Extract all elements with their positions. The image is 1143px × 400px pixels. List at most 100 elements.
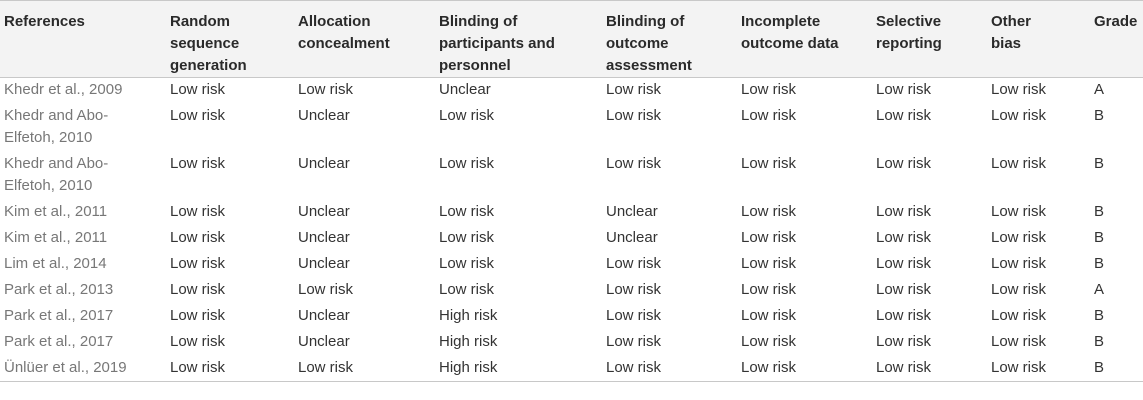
cell-incomplete-data: Low risk (741, 106, 797, 124)
table-row: Lim et al., 2014 Low risk Unclear Low risk L… (0, 252, 1143, 278)
cell-selective-reporting: Low risk (876, 358, 932, 376)
cell-reference: Khedr et al., 2009 (4, 81, 123, 98)
cell-blinding-participants: Low risk (439, 254, 495, 272)
cell-random-sequence: Low risk (170, 106, 226, 124)
cell-reference: Kim et al., 2011 (4, 202, 108, 220)
cell-random-sequence: Low risk (170, 306, 226, 324)
cell-other-bias: Low risk (991, 358, 1047, 376)
cell-grade: B (1094, 202, 1105, 220)
table-row: Kim et al., 2011 Low risk Unclear Low risk U… (0, 226, 1143, 252)
cell-incomplete-data: Low risk (741, 254, 797, 272)
cell-random-sequence: Low risk (170, 254, 226, 272)
cell-reference: Kim et al., 2011 (4, 228, 108, 246)
cell-selective-reporting: Low risk (876, 280, 932, 298)
table-row: Ünlüer et al., 2019 Low risk Low risk High … (0, 356, 1143, 382)
cell-reference: Park et al., 2017 (4, 306, 114, 324)
cell-other-bias: Low risk (991, 154, 1047, 172)
cell-blinding-participants: High risk (439, 358, 498, 376)
cell-incomplete-data: Low risk (741, 202, 797, 220)
cell-allocation: Unclear (298, 228, 350, 246)
cell-allocation: Unclear (298, 106, 350, 124)
cell-other-bias: Low risk (991, 306, 1047, 324)
cell-other-bias: Low risk (991, 332, 1047, 350)
cell-selective-reporting: Low risk (876, 332, 932, 350)
header-row: References Random sequence generation Al… (0, 0, 1143, 78)
cell-random-sequence: Low risk (170, 228, 226, 246)
cell-grade: B (1094, 306, 1105, 324)
cell-random-sequence: Low risk (170, 280, 226, 298)
cell-blinding-participants: Unclear (439, 81, 491, 98)
cell-allocation: Unclear (298, 306, 350, 324)
cell-selective-reporting: Low risk (876, 202, 932, 220)
cell-blinding-participants: Low risk (439, 228, 495, 246)
cell-reference: Ünlüer et al., 2019 (4, 358, 127, 376)
table-row: Park et al., 2013 Low risk Low risk Low ris… (0, 278, 1143, 304)
cell-grade: B (1094, 358, 1105, 376)
header-other-bias: Other bias (991, 13, 1032, 52)
header-references: References (4, 13, 85, 30)
cell-reference: Lim et al., 2014 (4, 254, 107, 272)
cell-allocation: Unclear (298, 332, 350, 350)
cell-blinding-outcome: Low risk (606, 358, 662, 376)
cell-incomplete-data: Low risk (741, 332, 797, 350)
cell-selective-reporting: Low risk (876, 254, 932, 272)
cell-random-sequence: Low risk (170, 332, 226, 350)
cell-allocation: Unclear (298, 254, 350, 272)
cell-incomplete-data: Low risk (741, 280, 797, 298)
table-row: Khedr and Abo-Elfetoh, 2010 Low risk Uncle… (0, 152, 1143, 200)
header-allocation: Allocation concealment (298, 13, 390, 52)
cell-grade: B (1094, 332, 1105, 350)
cell-blinding-participants: High risk (439, 306, 498, 324)
table-row: Khedr and Abo-Elfetoh, 2010 Low risk Uncle… (0, 104, 1143, 152)
header-blinding-participants: Blinding of participants and personnel (439, 13, 555, 74)
cell-selective-reporting: Low risk (876, 81, 932, 98)
cell-blinding-outcome: Unclear (606, 228, 658, 246)
cell-grade: B (1094, 254, 1105, 272)
cell-other-bias: Low risk (991, 81, 1047, 98)
cell-selective-reporting: Low risk (876, 154, 932, 172)
cell-incomplete-data: Low risk (741, 154, 797, 172)
header-random-sequence: Random sequence generation (170, 13, 247, 74)
cell-selective-reporting: Low risk (876, 228, 932, 246)
cell-blinding-participants: Low risk (439, 202, 495, 220)
cell-allocation: Unclear (298, 154, 350, 172)
table-row: Park et al., 2017 Low risk Unclear High ris… (0, 304, 1143, 330)
table-row: Park et al., 2017 Low risk Unclear High ris… (0, 330, 1143, 356)
cell-random-sequence: Low risk (170, 202, 226, 220)
cell-grade: A (1094, 81, 1105, 98)
cell-other-bias: Low risk (991, 254, 1047, 272)
risk-of-bias-table: References Random sequence generation Al… (0, 0, 1143, 382)
cell-reference: Khedr and Abo-Elfetoh, 2010 (4, 106, 109, 146)
cell-incomplete-data: Low risk (741, 358, 797, 376)
cell-selective-reporting: Low risk (876, 106, 932, 124)
cell-allocation: Low risk (298, 81, 354, 98)
cell-blinding-outcome: Low risk (606, 306, 662, 324)
cell-blinding-outcome: Low risk (606, 106, 662, 124)
cell-other-bias: Low risk (991, 202, 1047, 220)
cell-incomplete-data: Low risk (741, 306, 797, 324)
cell-blinding-outcome: Low risk (606, 81, 662, 98)
cell-blinding-outcome: Low risk (606, 332, 662, 350)
cell-blinding-outcome: Low risk (606, 280, 662, 298)
cell-reference: Park et al., 2017 (4, 332, 114, 350)
cell-allocation: Unclear (298, 202, 350, 220)
header-selective-reporting: Selective reporting (876, 13, 942, 52)
cell-other-bias: Low risk (991, 228, 1047, 246)
header-blinding-outcome: Blinding of outcome assessment (606, 13, 692, 74)
header-grade: Grade (1094, 13, 1138, 30)
cell-allocation: Low risk (298, 358, 354, 376)
table-body: Khedr et al., 2009 Low risk Low risk Unclea… (0, 78, 1143, 382)
cell-grade: B (1094, 228, 1105, 246)
cell-blinding-outcome: Low risk (606, 154, 662, 172)
cell-reference: Khedr and Abo-Elfetoh, 2010 (4, 154, 109, 194)
cell-blinding-outcome: Unclear (606, 202, 658, 220)
cell-blinding-participants: Low risk (439, 154, 495, 172)
cell-grade: B (1094, 106, 1105, 124)
cell-grade: A (1094, 280, 1105, 298)
cell-blinding-participants: Low risk (439, 106, 495, 124)
cell-blinding-outcome: Low risk (606, 254, 662, 272)
cell-allocation: Low risk (298, 280, 354, 298)
cell-blinding-participants: High risk (439, 332, 498, 350)
cell-incomplete-data: Low risk (741, 228, 797, 246)
